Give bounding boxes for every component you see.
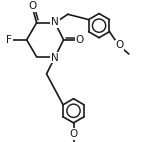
Text: N: N <box>51 17 59 27</box>
Text: F: F <box>6 35 12 45</box>
Text: O: O <box>28 1 36 12</box>
Text: O: O <box>76 35 84 45</box>
Text: N: N <box>51 53 59 63</box>
Text: O: O <box>69 129 78 139</box>
Text: O: O <box>116 40 124 51</box>
